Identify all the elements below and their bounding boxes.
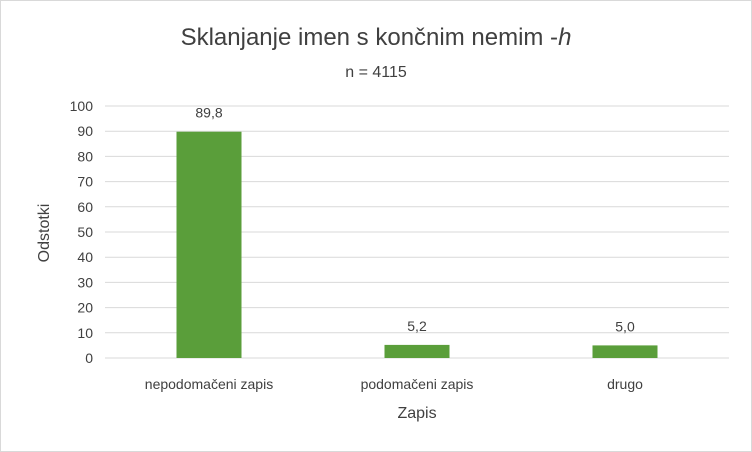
y-tick-label: 20 [77, 300, 93, 316]
y-axis-title: Odstotki [36, 204, 53, 263]
chart-subtitle: n = 4115 [345, 64, 407, 81]
chart-title-italic: h [558, 24, 571, 51]
chart-title-main: Sklanjanje imen s končnim nemim - [181, 24, 558, 51]
y-tick-label: 0 [85, 350, 93, 366]
y-axis-ticks: 0 10 20 30 40 50 60 70 80 90 100 [70, 98, 94, 366]
chart-title: Sklanjanje imen s končnim nemim -h [181, 24, 572, 51]
x-axis-ticks: nepodomačeni zapis podomačeni zapis drugo [145, 376, 643, 392]
y-tick-label: 80 [77, 148, 93, 164]
y-tick-label: 70 [77, 174, 93, 190]
data-label: 5,0 [615, 318, 635, 334]
y-tick-label: 60 [77, 199, 93, 215]
bar-2 [384, 344, 450, 358]
y-tick-label: 40 [77, 249, 93, 265]
bar-1 [176, 131, 242, 358]
data-labels: 89,8 5,2 5,0 [195, 105, 635, 335]
y-tick-label: 50 [77, 224, 93, 240]
y-tick-label: 10 [77, 325, 93, 341]
data-label: 5,2 [407, 318, 427, 334]
x-tick-label: podomačeni zapis [361, 376, 474, 392]
data-label: 89,8 [195, 105, 222, 121]
bar-3 [592, 345, 658, 358]
y-tick-label: 100 [70, 98, 94, 114]
x-tick-label: drugo [607, 376, 643, 392]
bars [176, 131, 658, 358]
y-tick-label: 30 [77, 274, 93, 290]
x-tick-label: nepodomačeni zapis [145, 376, 273, 392]
y-tick-label: 90 [77, 123, 93, 139]
x-axis-title: Zapis [397, 405, 436, 422]
